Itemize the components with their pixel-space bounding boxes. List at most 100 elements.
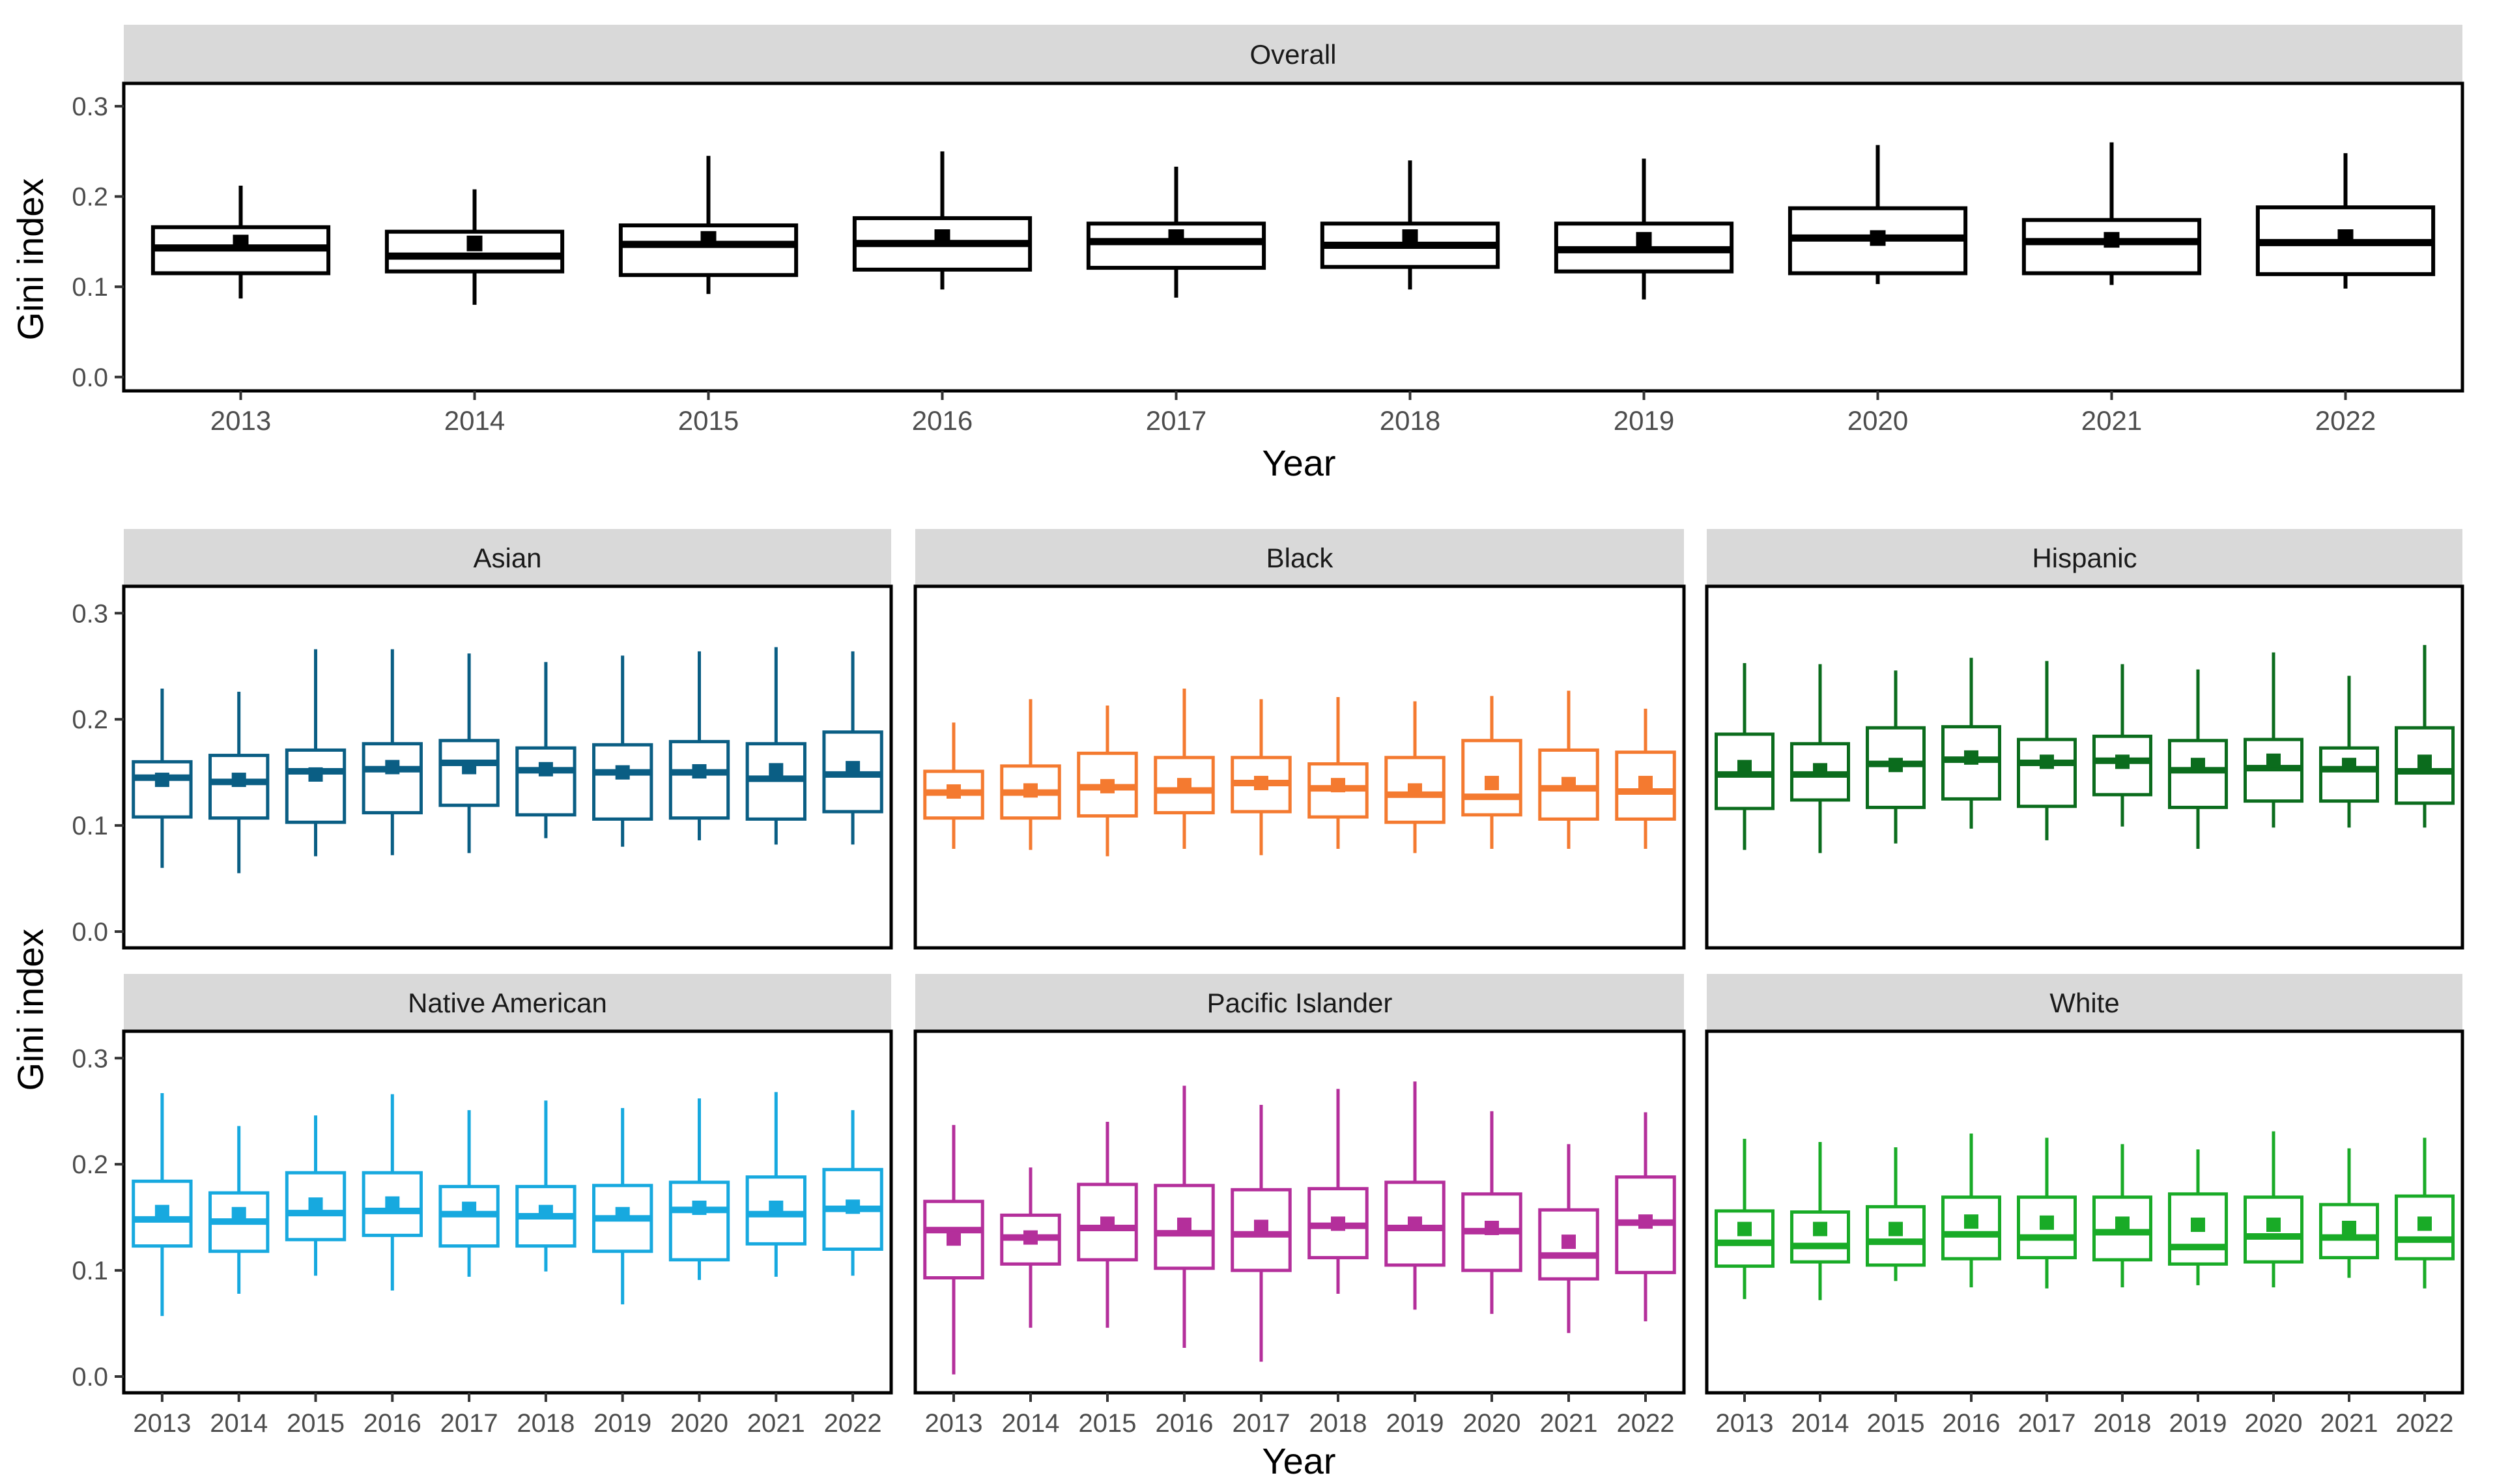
x-tick-label-pacific-islander: 2017 (1233, 1409, 1290, 1438)
x-tick-label-white: 2022 (2396, 1409, 2454, 1438)
mean-marker (1485, 1220, 1499, 1235)
box-white-2017 (2017, 1137, 2077, 1289)
mean-marker (1737, 1221, 1752, 1236)
iqr-box (668, 739, 730, 820)
x-tick-label-pacific-islander: 2015 (1079, 1409, 1137, 1438)
panel-border-hispanic (1705, 584, 2464, 950)
mean-marker (1638, 775, 1653, 790)
box-pacific-islander-2016 (1154, 1085, 1215, 1348)
box-pacific-islander-2019 (1384, 1081, 1446, 1310)
box-overall-2018 (1320, 160, 1500, 290)
facet-strip-hispanic (1707, 529, 2462, 586)
mean-marker (385, 760, 400, 775)
y-tick-label-overall: 0.2 (72, 183, 108, 212)
mean-marker (2342, 758, 2356, 773)
y-tick-label-asian: 0.2 (72, 706, 108, 734)
x-tick-label-overall: 2017 (1146, 405, 1206, 436)
mean-marker (308, 767, 323, 782)
y-tick-label-native-american: 0.0 (72, 1363, 108, 1391)
box-native-american-2015 (285, 1115, 347, 1276)
x-tick-label-pacific-islander: 2016 (1156, 1409, 1214, 1438)
iqr-box (668, 1180, 730, 1262)
iqr-box (1715, 1209, 1775, 1268)
panel-border-white (1705, 1029, 2464, 1395)
mean-marker (1177, 1218, 1191, 1233)
x-tick-label-native-american: 2022 (824, 1409, 882, 1438)
x-tick-label-overall: 2019 (1614, 405, 1674, 436)
mean-marker (2115, 1216, 2130, 1231)
x-tick-label-white: 2019 (2169, 1409, 2227, 1438)
box-pacific-islander-2013 (923, 1124, 984, 1375)
x-tick-label-white: 2020 (2245, 1409, 2303, 1438)
mean-marker (1408, 783, 1422, 798)
box-overall-2021 (2021, 142, 2202, 285)
mean-marker (1254, 775, 1268, 790)
x-tick-label-overall: 2016 (912, 405, 973, 436)
box-white-2018 (2092, 1144, 2152, 1288)
box-white-2013 (1715, 1139, 1775, 1300)
mean-marker (2191, 1218, 2205, 1233)
mean-marker (692, 764, 707, 779)
box-native-american-2020 (668, 1098, 730, 1280)
x-tick-label-white: 2018 (2094, 1409, 2152, 1438)
box-hispanic-2018 (2092, 664, 2152, 827)
box-overall-2013 (150, 186, 331, 299)
panel-white: White 2013 2014 2015 2016 2017 2018 2019 2020 202… (1705, 974, 2464, 1438)
mean-marker (466, 235, 483, 251)
facet-title-overall: Overall (1249, 39, 1336, 70)
facet-strip-black (915, 529, 1684, 586)
box-white-2015 (1866, 1147, 1926, 1281)
panel-border-native-american (122, 1029, 893, 1395)
mean-marker (1813, 1221, 1827, 1236)
box-hispanic-2014 (1790, 664, 1850, 853)
box-overall-2019 (1554, 158, 1734, 300)
x-tick-label-native-american: 2019 (593, 1409, 651, 1438)
mean-marker (1889, 758, 1903, 773)
panel-hispanic: Hispanic (1705, 529, 2464, 950)
box-overall-2015 (618, 156, 799, 294)
y-tick-label-asian: 0.1 (72, 812, 108, 840)
bottom-x-axis-title: Year (1262, 1440, 1335, 1481)
iqr-box (1790, 1210, 1850, 1264)
mean-marker (2342, 1220, 2356, 1235)
mean-marker (154, 1205, 169, 1220)
x-tick-label-native-american: 2020 (670, 1409, 728, 1438)
panel-border-pacific-islander (913, 1029, 1686, 1395)
mean-marker (462, 1201, 477, 1216)
x-tick-label-white: 2017 (2018, 1409, 2076, 1438)
mean-marker (1100, 778, 1115, 793)
mean-marker (700, 231, 717, 247)
facet-strip-asian (124, 529, 891, 586)
box-pacific-islander-2017 (1231, 1104, 1292, 1362)
facet-title-pacific-islander: Pacific Islander (1207, 988, 1393, 1018)
y-tick-label-overall: 0.3 (72, 93, 108, 121)
mean-marker (1485, 775, 1499, 790)
box-pacific-islander-2015 (1077, 1122, 1138, 1328)
box-native-american-2019 (592, 1107, 653, 1305)
box-overall-2020 (1788, 145, 1968, 285)
box-hispanic-2020 (2244, 652, 2303, 828)
mean-marker (1964, 1214, 1978, 1229)
mean-marker (615, 1206, 630, 1221)
mean-marker (2266, 1218, 2281, 1233)
x-tick-label-native-american: 2013 (133, 1409, 191, 1438)
box-hispanic-2017 (2017, 661, 2077, 840)
box-black-2013 (923, 722, 984, 849)
box-overall-2014 (384, 189, 565, 305)
x-tick-label-white: 2015 (1867, 1409, 1925, 1438)
panel-asian: Asian 0.0 0.1 0.2 0.3 (72, 529, 893, 950)
x-tick-label-white: 2013 (1716, 1409, 1774, 1438)
mean-marker (2417, 754, 2432, 769)
mean-marker (769, 763, 784, 778)
mean-marker (692, 1200, 707, 1215)
y-tick-label-native-american: 0.1 (72, 1257, 108, 1285)
x-tick-label-overall: 2021 (2081, 405, 2142, 436)
iqr-box (592, 743, 653, 821)
mean-marker (1889, 1221, 1903, 1236)
box-black-2021 (1538, 691, 1599, 849)
mean-marker (1638, 1214, 1653, 1229)
mean-marker (2103, 232, 2120, 248)
iqr-box (2021, 218, 2202, 276)
box-native-american-2013 (132, 1093, 193, 1317)
